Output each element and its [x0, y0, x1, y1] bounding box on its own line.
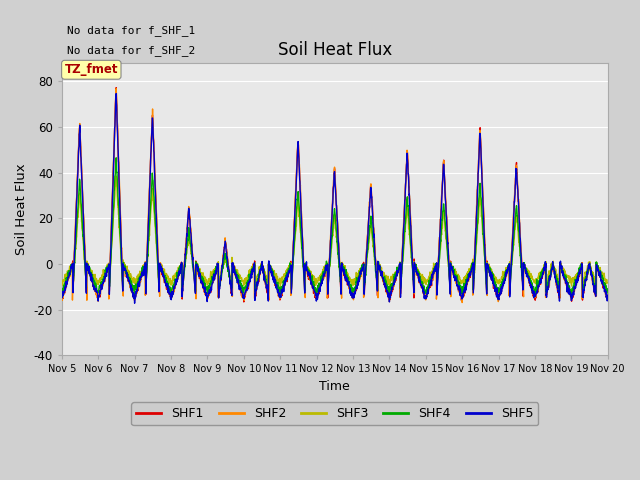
Title: Soil Heat Flux: Soil Heat Flux — [278, 41, 392, 59]
Text: No data for f_SHF_2: No data for f_SHF_2 — [67, 46, 196, 57]
Text: No data for f_SHF_1: No data for f_SHF_1 — [67, 25, 196, 36]
Legend: SHF1, SHF2, SHF3, SHF4, SHF5: SHF1, SHF2, SHF3, SHF4, SHF5 — [131, 402, 538, 425]
Text: TZ_fmet: TZ_fmet — [65, 63, 118, 76]
X-axis label: Time: Time — [319, 380, 350, 393]
Y-axis label: Soil Heat Flux: Soil Heat Flux — [15, 163, 28, 255]
